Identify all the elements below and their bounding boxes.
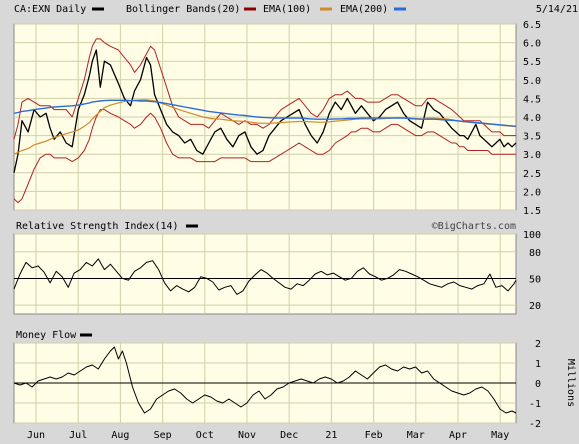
x-tick-label: Jun <box>27 430 45 441</box>
price-y-tick-label: 3.5 <box>523 132 541 143</box>
x-tick-label: Mar <box>407 430 425 441</box>
price-y-tick-label: 2.0 <box>523 187 541 198</box>
price-y-tick-label: 2.5 <box>523 169 541 180</box>
legend-bollinger-label: Bollinger Bands(20) <box>126 4 240 15</box>
price-y-tick-label: 3.0 <box>523 150 541 161</box>
rsi-y-tick-label: 20 <box>529 301 541 312</box>
x-axis: Jun Jul Aug Sep Oct Nov Dec 21 Feb Mar Apr May <box>27 430 509 441</box>
x-tick-label: May <box>491 430 509 441</box>
money-flow-y-tick-label: -2 <box>529 419 541 430</box>
money-flow-unit-label: Millions <box>565 359 576 407</box>
price-y-tick-label: 5.5 <box>523 57 541 68</box>
price-y-tick-label: 4.0 <box>523 113 541 124</box>
bigcharts-watermark: ©BigCharts.com <box>432 221 516 232</box>
rsi-y-axis: 100 80 50 20 <box>523 230 541 312</box>
price-series <box>13 38 517 204</box>
price-line-bollinger-lower <box>13 109 516 204</box>
rsi-panel <box>13 233 517 315</box>
money-flow-title: Money Flow <box>16 330 77 341</box>
price-line-price <box>13 49 517 173</box>
money-flow-y-tick-label: -1 <box>529 399 541 410</box>
price-y-tick-label: 6.0 <box>523 39 541 50</box>
rsi-y-tick-label: 50 <box>529 274 541 285</box>
money-flow-y-tick-label: 1 <box>535 359 541 370</box>
money-flow-y-axis: 2 1 0 -1 -2 <box>529 339 541 430</box>
x-tick-label: Dec <box>280 430 298 441</box>
price-y-tick-label: 4.5 <box>523 94 541 105</box>
rsi-y-tick-label: 100 <box>523 230 541 241</box>
rsi-line-rsi <box>13 258 517 295</box>
legend-ema200-label: EMA(200) <box>340 4 388 15</box>
chart-date: 5/14/21 <box>536 4 578 15</box>
price-line-ema-200 <box>13 99 517 127</box>
x-tick-label: Nov <box>238 430 256 441</box>
price-y-tick-label: 6.5 <box>523 20 541 31</box>
legend-ema100-label: EMA(100) <box>263 4 311 15</box>
price-y-tick-label: 5.0 <box>523 76 541 87</box>
rsi-series <box>13 258 517 295</box>
x-tick-label: Feb <box>365 430 383 441</box>
money-flow-y-tick-label: 2 <box>535 339 541 350</box>
price-y-axis: 1.5 2.0 2.5 3.0 3.5 4.0 4.5 5.0 5.5 6.0 6.5 <box>523 20 541 217</box>
rsi-title: Relative Strength Index(14) <box>16 221 179 232</box>
x-tick-label: Sep <box>154 430 172 441</box>
x-tick-label: Oct <box>196 430 214 441</box>
x-tick-label: Aug <box>111 430 129 441</box>
rsi-y-tick-label: 80 <box>529 248 541 259</box>
price-grid <box>14 23 516 211</box>
price-line-bollinger-upper <box>13 38 516 140</box>
x-tick-label: 21 <box>325 430 337 441</box>
price-y-tick-label: 1.5 <box>523 206 541 217</box>
money-flow-y-tick-label: 0 <box>535 379 541 390</box>
money-flow-series <box>13 346 517 414</box>
money-flow-line-money-flow <box>13 346 517 414</box>
x-tick-label: Apr <box>449 430 467 441</box>
symbol-title: CA:EXN Daily <box>14 4 86 15</box>
x-tick-label: Jul <box>69 430 87 441</box>
